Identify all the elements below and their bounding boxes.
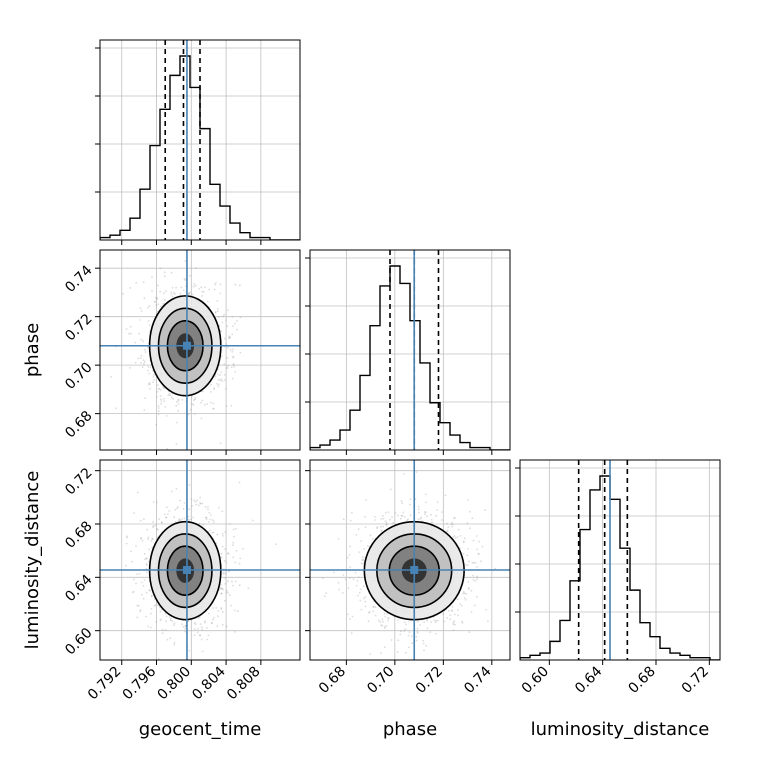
truth-marker xyxy=(410,566,419,574)
hist-panel-phase xyxy=(305,249,511,455)
x-axis-title-luminosity_distance: luminosity_distance xyxy=(531,719,710,740)
panel-frame xyxy=(519,459,721,661)
x-tick-label: 0.72 xyxy=(679,664,712,697)
y-tick-label: 0.74 xyxy=(62,262,95,295)
y-axis-title-phase: phase xyxy=(22,323,43,377)
x-axis-title-geocent_time: geocent_time xyxy=(139,719,262,740)
y-tick-label: 0.68 xyxy=(62,518,95,551)
x-axis-title-phase: phase xyxy=(383,719,437,740)
x-tick-label: 0.60 xyxy=(519,664,552,697)
y-tick-label: 0.64 xyxy=(62,572,95,605)
panel-frame xyxy=(99,249,301,451)
y-tick-label: 0.68 xyxy=(62,408,95,441)
x-tick-label: 0.74 xyxy=(461,663,494,696)
panel-frame xyxy=(309,249,511,451)
panel-frame xyxy=(99,39,301,241)
truth-marker xyxy=(182,566,191,574)
panel-frame xyxy=(309,459,511,661)
y-tick-label: 0.70 xyxy=(62,359,95,392)
x-tick-label: 0.64 xyxy=(572,663,605,696)
x-tick-label: 0.72 xyxy=(413,664,446,697)
y-tick-label: 0.72 xyxy=(62,465,95,498)
histogram-geocent_time xyxy=(100,55,300,240)
x-tick-label: 0.792 xyxy=(85,664,125,704)
x-tick-label: 0.68 xyxy=(316,664,349,697)
y-axis-title-luminosity_distance: luminosity_distance xyxy=(22,471,43,650)
panel-frame xyxy=(99,459,301,661)
x-tick-label: 0.808 xyxy=(224,664,264,704)
histogram-phase xyxy=(310,265,510,450)
scatter-panel-phase-vs-luminosity_distance: 0.68 0.70 0.72 0.74 xyxy=(305,459,511,697)
x-tick-label: 0.800 xyxy=(154,664,194,704)
y-tick-label: 0.72 xyxy=(62,311,95,344)
y-tick-label: 0.60 xyxy=(62,625,95,658)
x-tick-label: 0.68 xyxy=(625,664,658,697)
x-tick-label: 0.70 xyxy=(364,664,397,697)
hist-panel-luminosity_distance: 0.60 0.64 0.68 0.72 xyxy=(515,459,721,697)
hist-panel-geocent_time xyxy=(95,39,301,245)
scatter-panel-geocent_time-vs-phase: 0.68 0.70 0.72 0.74 xyxy=(62,249,301,455)
histogram-luminosity_distance xyxy=(520,475,720,660)
truth-marker xyxy=(182,341,191,350)
x-tick-label: 0.796 xyxy=(120,663,160,703)
x-tick-label: 0.804 xyxy=(189,663,229,703)
